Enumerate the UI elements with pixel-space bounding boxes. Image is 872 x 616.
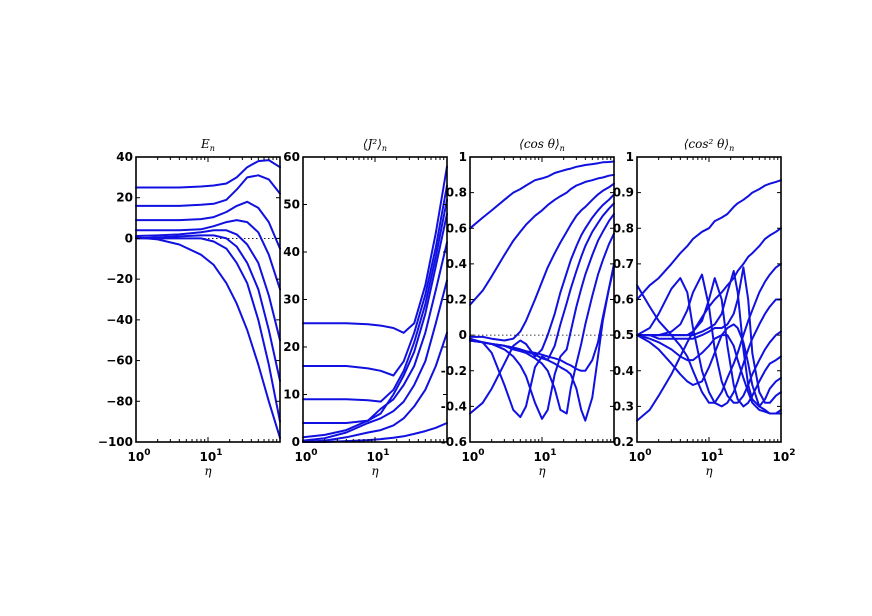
y-tick-label: 0.3	[613, 399, 634, 413]
series-line-3	[636, 262, 782, 404]
panel-title: ⟨cos θ⟩n	[519, 137, 565, 153]
y-tick-label: 0.8	[613, 221, 634, 235]
x-tick-label: 100	[462, 448, 485, 464]
x-tick-label: 101	[367, 448, 390, 464]
y-tick-label: -0.6	[441, 435, 467, 449]
y-tick-label: 0.7	[613, 257, 634, 271]
panel-title: ⟨J²⟩n	[363, 137, 387, 153]
y-tick-label: 0.2	[446, 293, 467, 307]
y-tick-label: −100	[98, 435, 133, 449]
panel-title: ⟨cos² θ⟩n	[684, 137, 734, 153]
series-line-7	[135, 237, 281, 423]
series-line-5	[636, 273, 782, 404]
x-tick-label: 100	[629, 448, 652, 464]
series-line-2	[636, 227, 782, 422]
y-tick-label: −60	[106, 354, 133, 368]
series-line-4	[302, 213, 448, 424]
y-tick-label: −20	[106, 272, 133, 286]
x-axis-label: η	[705, 464, 713, 478]
series-line-5	[302, 241, 448, 439]
x-tick-label: 101	[534, 448, 557, 464]
series-line-7	[302, 331, 448, 443]
x-tick-label: 102	[773, 448, 796, 464]
y-tick-label: 20	[283, 340, 300, 354]
series-line-2	[469, 173, 615, 306]
series-line-8	[469, 262, 615, 422]
y-tick-label: 0.8	[446, 186, 467, 200]
series-line-7	[636, 270, 782, 408]
series-line-7	[469, 232, 615, 415]
y-tick-label: 0.4	[613, 364, 634, 378]
series-line-4	[135, 219, 281, 291]
series-line-1	[469, 160, 615, 230]
y-tick-label: 0	[125, 231, 133, 245]
series-line-10	[636, 334, 782, 415]
axes-frame	[135, 156, 281, 443]
series-line-4	[636, 277, 782, 408]
series-line-6	[302, 279, 448, 442]
series-line-3	[469, 182, 615, 342]
y-tick-label: 0.6	[613, 293, 634, 307]
series-line-3	[302, 198, 448, 403]
y-tick-label: 30	[283, 293, 300, 307]
x-axis-label: η	[204, 464, 212, 478]
series-line-5	[469, 202, 615, 419]
y-tick-label: 0.6	[446, 221, 467, 235]
y-tick-label: 0	[292, 435, 300, 449]
series-line-2	[135, 174, 281, 207]
y-tick-label: -0.4	[441, 399, 467, 413]
series-line-1	[302, 165, 448, 334]
series-line-1	[636, 179, 782, 301]
y-tick-label: 20	[116, 191, 133, 205]
y-tick-label: 50	[283, 198, 300, 212]
series-line-2	[302, 184, 448, 377]
series-line-9	[469, 266, 615, 372]
x-axis-label: η	[371, 464, 379, 478]
x-tick-label: 101	[200, 448, 223, 464]
series-line-3	[135, 200, 281, 250]
y-tick-label: −80	[106, 394, 133, 408]
y-tick-label: 0.4	[446, 257, 467, 271]
x-tick-label: 100	[295, 448, 318, 464]
y-tick-label: 10	[283, 388, 300, 402]
y-tick-label: 40	[116, 150, 133, 164]
y-tick-label: 0	[459, 328, 467, 342]
panel-title: En	[200, 137, 215, 153]
x-tick-label: 101	[701, 448, 724, 464]
y-tick-label: 1	[626, 150, 634, 164]
y-tick-label: 60	[283, 150, 300, 164]
y-tick-label: 0.5	[613, 328, 634, 342]
y-tick-label: 0.9	[613, 186, 634, 200]
series-line-4	[469, 193, 615, 415]
series-line-6	[135, 234, 281, 382]
series-line-8	[636, 266, 782, 404]
series-line-5	[135, 229, 281, 342]
series-line-1	[135, 159, 281, 189]
y-tick-label: -0.2	[441, 364, 467, 378]
series-line-8	[135, 236, 281, 439]
series-line-9	[636, 323, 782, 415]
y-tick-label: 1	[459, 150, 467, 164]
x-tick-label: 100	[128, 448, 151, 464]
x-axis-label: η	[538, 464, 546, 478]
y-tick-label: 0.2	[613, 435, 634, 449]
y-tick-label: 40	[283, 245, 300, 259]
y-tick-label: −40	[106, 313, 133, 327]
